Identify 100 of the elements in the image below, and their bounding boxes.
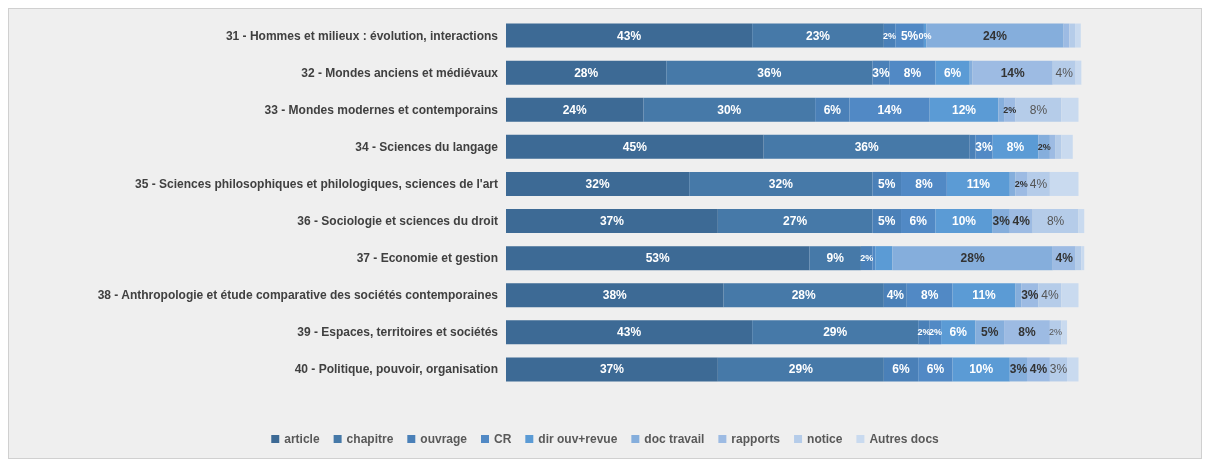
data-label: 3% xyxy=(872,65,890,80)
bar xyxy=(849,97,930,122)
data-label: 5% xyxy=(878,214,896,229)
data-label: 8% xyxy=(915,176,933,191)
bar xyxy=(689,171,873,196)
bar xyxy=(752,320,919,345)
bar xyxy=(506,60,667,85)
bar xyxy=(892,246,1053,271)
data-label: 4% xyxy=(886,288,905,303)
data-label: 29% xyxy=(788,362,814,377)
bar xyxy=(935,209,993,234)
data-label: 4% xyxy=(1055,65,1074,80)
bar xyxy=(506,320,753,345)
data-label: 12% xyxy=(951,102,977,117)
bar xyxy=(1061,97,1079,122)
data-label: 0% xyxy=(918,30,932,41)
data-label: 30% xyxy=(717,102,742,117)
y-tick-label: 38 - Anthropologie et étude comparative des sociétés contemporaines xyxy=(97,288,499,303)
bar xyxy=(952,283,1016,308)
bar xyxy=(809,246,861,271)
bar xyxy=(998,97,1005,122)
bar xyxy=(929,97,999,122)
data-label: 6% xyxy=(823,102,842,117)
data-label: 14% xyxy=(1000,65,1025,80)
bar xyxy=(1049,134,1056,159)
data-label: 8% xyxy=(1018,325,1036,340)
bar xyxy=(752,23,884,48)
data-label: 8% xyxy=(1029,102,1048,117)
legend-label: chapitre xyxy=(346,432,394,446)
data-label: 6% xyxy=(909,214,928,229)
bar xyxy=(506,23,753,48)
bar xyxy=(506,209,718,234)
bar xyxy=(1069,23,1076,48)
data-label: 43% xyxy=(617,325,642,340)
data-label: 3% xyxy=(1009,362,1028,377)
data-label: 5% xyxy=(878,176,896,191)
data-label: 3% xyxy=(992,214,1011,229)
data-label: 5% xyxy=(981,325,999,340)
data-label: 2% xyxy=(1049,327,1063,338)
data-label: 5% xyxy=(900,28,919,43)
data-label: 11% xyxy=(972,288,997,303)
data-label: 2% xyxy=(1003,104,1017,115)
y-tick-label: 39 - Espaces, territoires et sociétés xyxy=(297,325,499,340)
data-label: 2% xyxy=(860,253,874,264)
bar xyxy=(717,209,873,234)
data-label: 32% xyxy=(768,176,794,191)
data-label: 32% xyxy=(585,176,610,191)
data-label: 24% xyxy=(562,102,588,117)
y-tick-label: 40 - Politique, pouvoir, organisation xyxy=(294,362,498,377)
data-label: 37% xyxy=(599,214,625,229)
data-label: 4% xyxy=(1029,362,1048,377)
data-label: 6% xyxy=(926,362,945,377)
data-label: 8% xyxy=(1046,214,1065,229)
legend-label: doc travail xyxy=(644,432,705,446)
bar xyxy=(1032,209,1079,234)
bar xyxy=(1061,283,1079,308)
legend-label: Autres docs xyxy=(869,432,940,446)
data-label: 27% xyxy=(783,214,808,229)
data-label: 3% xyxy=(1049,362,1068,377)
bar xyxy=(506,97,644,122)
bar xyxy=(506,134,764,159)
data-label: 14% xyxy=(877,102,902,117)
data-label: 4% xyxy=(1029,176,1048,191)
legend-label: dir ouv+revue xyxy=(538,432,618,446)
data-label: 24% xyxy=(982,28,1008,43)
data-label: 36% xyxy=(854,139,880,154)
bar xyxy=(666,60,873,85)
data-label: 45% xyxy=(622,139,648,154)
bar xyxy=(763,134,970,159)
data-label: 6% xyxy=(949,325,968,340)
data-label: 37% xyxy=(599,362,625,377)
data-label: 43% xyxy=(617,28,642,43)
bar xyxy=(506,283,724,308)
data-label: 9% xyxy=(826,251,845,266)
y-tick-label: 37 - Economie et gestion xyxy=(356,251,498,266)
bar xyxy=(1081,246,1085,271)
bar xyxy=(717,357,884,382)
data-label: 4% xyxy=(1055,251,1074,266)
data-label: 36% xyxy=(757,65,782,80)
bar xyxy=(506,171,690,196)
bar xyxy=(1061,320,1068,345)
bar xyxy=(1009,171,1016,196)
legend-label: ouvrage xyxy=(420,432,468,446)
bar xyxy=(972,60,1053,85)
bar xyxy=(875,246,893,271)
bar xyxy=(1067,357,1079,382)
data-label: 10% xyxy=(951,214,977,229)
legend-label: CR xyxy=(493,432,512,446)
data-label: 28% xyxy=(574,65,599,80)
y-tick-label: 31 - Hommes et milieux : évolution, interactions xyxy=(225,28,499,43)
legend-label: rapports xyxy=(731,432,781,446)
data-label: 38% xyxy=(602,288,628,303)
data-label: 6% xyxy=(892,362,911,377)
data-label: 23% xyxy=(806,28,831,43)
data-label: 8% xyxy=(1006,139,1025,154)
legend-label: notice xyxy=(807,432,843,446)
data-label: 8% xyxy=(920,288,939,303)
bar xyxy=(506,246,810,271)
data-label: 6% xyxy=(943,65,962,80)
data-label: 2% xyxy=(883,30,897,41)
